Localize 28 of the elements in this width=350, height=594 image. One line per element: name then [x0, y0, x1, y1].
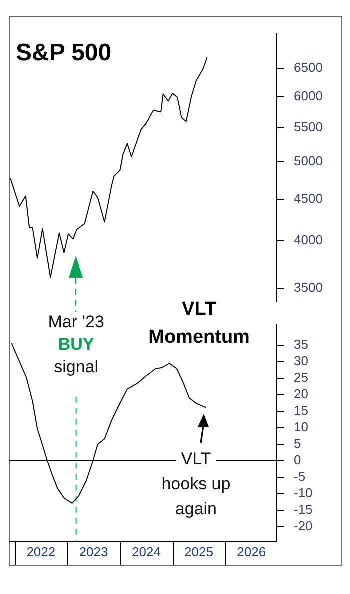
y-tick-label: 5: [294, 436, 302, 451]
y-tick-label: 4500: [294, 190, 323, 206]
y-tick-label: 6500: [294, 60, 323, 76]
y-tick-label: 0: [294, 452, 302, 468]
chart-title: S&P 500: [16, 39, 112, 66]
y-tick-label: 6000: [294, 88, 323, 104]
y-tick-label: 30: [294, 354, 308, 369]
x-tick-label: 2025: [184, 544, 214, 560]
y-tick-label: -20: [294, 518, 313, 534]
x-tick-label: 2023: [79, 544, 108, 560]
ref-line-label: Mar '23 BUY signal: [48, 312, 104, 377]
x-tick-label: 2024: [132, 544, 161, 560]
x-tick-label: 2022: [26, 544, 56, 560]
x-tick-label: 2026: [237, 544, 266, 560]
chart-title: VLT Momentum: [148, 299, 250, 348]
y-tick-label: 5000: [294, 153, 323, 168]
y-tick-label: 15: [294, 402, 308, 418]
y-tick-label: 20: [294, 386, 308, 402]
annotation: VLT hooks up again: [162, 449, 231, 518]
y-tick-label: 5500: [294, 120, 323, 135]
y-tick-label: 35: [294, 337, 308, 352]
y-tick-label: -10: [294, 485, 313, 500]
y-tick-label: 3500: [294, 280, 323, 296]
y-tick-label: -15: [294, 502, 313, 517]
y-tick-label: 4000: [294, 232, 323, 248]
y-tick-label: 25: [294, 370, 308, 386]
y-tick-label: 10: [294, 419, 308, 434]
y-tick-label: -5: [294, 468, 306, 484]
